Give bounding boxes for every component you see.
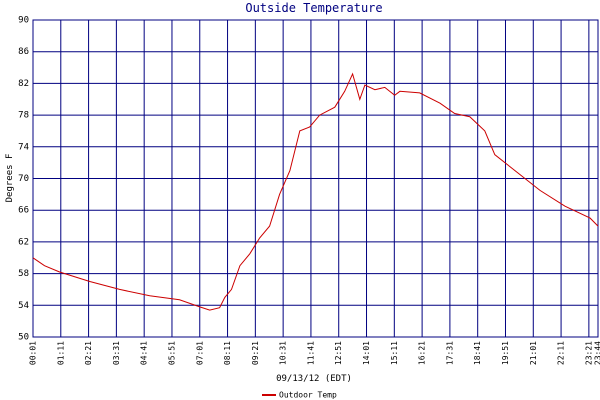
x-tick-label: 02:21 <box>84 341 93 365</box>
y-tick-label: 78 <box>18 111 29 121</box>
x-tick-label: 16:21 <box>418 341 427 365</box>
series-line <box>32 72 599 311</box>
y-tick-label: 90 <box>18 16 29 26</box>
x-tick-label: 21:01 <box>529 341 538 365</box>
x-tick-label: 09:21 <box>251 341 260 365</box>
x-tick-label: 22:11 <box>557 341 566 365</box>
x-tick-label: 15:11 <box>390 341 399 365</box>
y-tick-label: 70 <box>18 174 29 184</box>
x-tick-label: 07:01 <box>195 341 204 365</box>
x-tick-label: 10:31 <box>279 341 288 365</box>
x-tick-label: 23:21 <box>584 341 593 365</box>
x-tick-label: 23:44 <box>594 341 600 365</box>
x-tick-label: 18:41 <box>473 341 482 365</box>
y-tick-label: 82 <box>18 79 29 89</box>
y-tick-label: 54 <box>18 301 29 311</box>
x-tick-label: 19:51 <box>501 341 510 365</box>
y-tick-label: 62 <box>18 237 29 247</box>
x-tick-label: 00:01 <box>29 341 38 365</box>
y-tick-label: 50 <box>18 333 29 343</box>
y-tick-label: 74 <box>18 142 29 152</box>
x-axis-label: 09/13/12 (EDT) <box>276 374 352 384</box>
x-tick-label: 08:11 <box>223 341 232 365</box>
x-tick-label: 03:31 <box>112 341 121 365</box>
x-tick-label: 01:11 <box>56 341 65 365</box>
y-tick-label: 58 <box>18 269 29 279</box>
x-tick-label: 11:41 <box>306 341 315 365</box>
legend-label: Outdoor Temp <box>279 391 337 400</box>
x-tick-label: 05:51 <box>167 341 176 365</box>
x-tick-label: 12:51 <box>334 341 343 365</box>
x-tick-label: 14:01 <box>362 341 371 365</box>
x-tick-label: 04:41 <box>140 341 149 365</box>
chart-title: Outside Temperature <box>245 1 382 15</box>
y-axis-label: Degrees F <box>5 154 15 203</box>
y-tick-label: 86 <box>18 47 29 57</box>
x-tick-label: 17:31 <box>445 341 454 365</box>
y-tick-label: 66 <box>18 206 29 216</box>
